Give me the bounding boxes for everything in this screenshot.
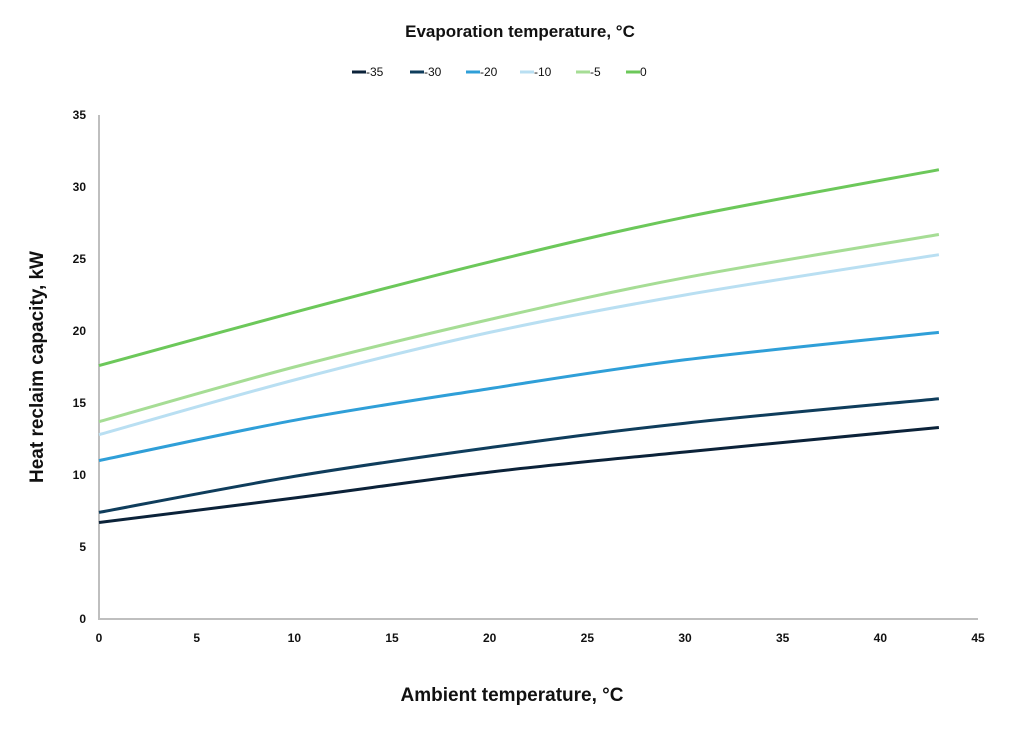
y-tick-label: 0 bbox=[79, 612, 86, 626]
y-tick-label: 35 bbox=[73, 108, 87, 122]
legend-item: -35 bbox=[352, 65, 384, 79]
chart-title: Evaporation temperature, °C bbox=[405, 22, 635, 41]
y-tick-labels: 0 5 10 15 20 25 30 35 bbox=[73, 108, 87, 626]
x-tick-label: 5 bbox=[193, 631, 200, 645]
x-tick-label: 40 bbox=[874, 631, 888, 645]
y-tick-label: 30 bbox=[73, 180, 87, 194]
x-tick-label: 30 bbox=[678, 631, 692, 645]
y-tick-label: 25 bbox=[73, 252, 87, 266]
series-lines bbox=[99, 170, 939, 523]
x-tick-labels: 0 5 10 15 20 25 30 35 40 45 bbox=[96, 631, 985, 645]
y-tick-label: 5 bbox=[79, 540, 86, 554]
x-tick-label: 25 bbox=[581, 631, 595, 645]
axes bbox=[98, 115, 978, 619]
y-tick-label: 15 bbox=[73, 396, 87, 410]
series-line--20 bbox=[99, 332, 939, 460]
legend-label: -30 bbox=[424, 65, 442, 79]
y-axis-title: Heat reclaim capacity, kW bbox=[27, 251, 48, 483]
legend-label: -20 bbox=[480, 65, 498, 79]
x-tick-label: 10 bbox=[288, 631, 302, 645]
legend-label: -10 bbox=[534, 65, 552, 79]
series-line--30 bbox=[99, 399, 939, 513]
legend-label: 0 bbox=[640, 65, 647, 79]
legend-item: -5 bbox=[576, 65, 601, 79]
x-tick-label: 45 bbox=[971, 631, 985, 645]
y-tick-label: 10 bbox=[73, 468, 87, 482]
legend-label: -35 bbox=[366, 65, 384, 79]
legend-label: -5 bbox=[590, 65, 601, 79]
legend-item: -20 bbox=[466, 65, 498, 79]
y-tick-label: 20 bbox=[73, 324, 87, 338]
legend-item: -10 bbox=[520, 65, 552, 79]
x-tick-label: 35 bbox=[776, 631, 790, 645]
x-tick-label: 20 bbox=[483, 631, 497, 645]
legend: -35 -30 -20 -10 -5 0 bbox=[352, 65, 647, 79]
x-axis-title: Ambient temperature, °C bbox=[401, 685, 624, 706]
series-line--5 bbox=[99, 235, 939, 422]
legend-item: 0 bbox=[626, 65, 647, 79]
x-tick-label: 0 bbox=[96, 631, 103, 645]
series-line--35 bbox=[99, 428, 939, 523]
series-line-0 bbox=[99, 170, 939, 366]
x-tick-label: 15 bbox=[385, 631, 399, 645]
legend-item: -30 bbox=[410, 65, 442, 79]
